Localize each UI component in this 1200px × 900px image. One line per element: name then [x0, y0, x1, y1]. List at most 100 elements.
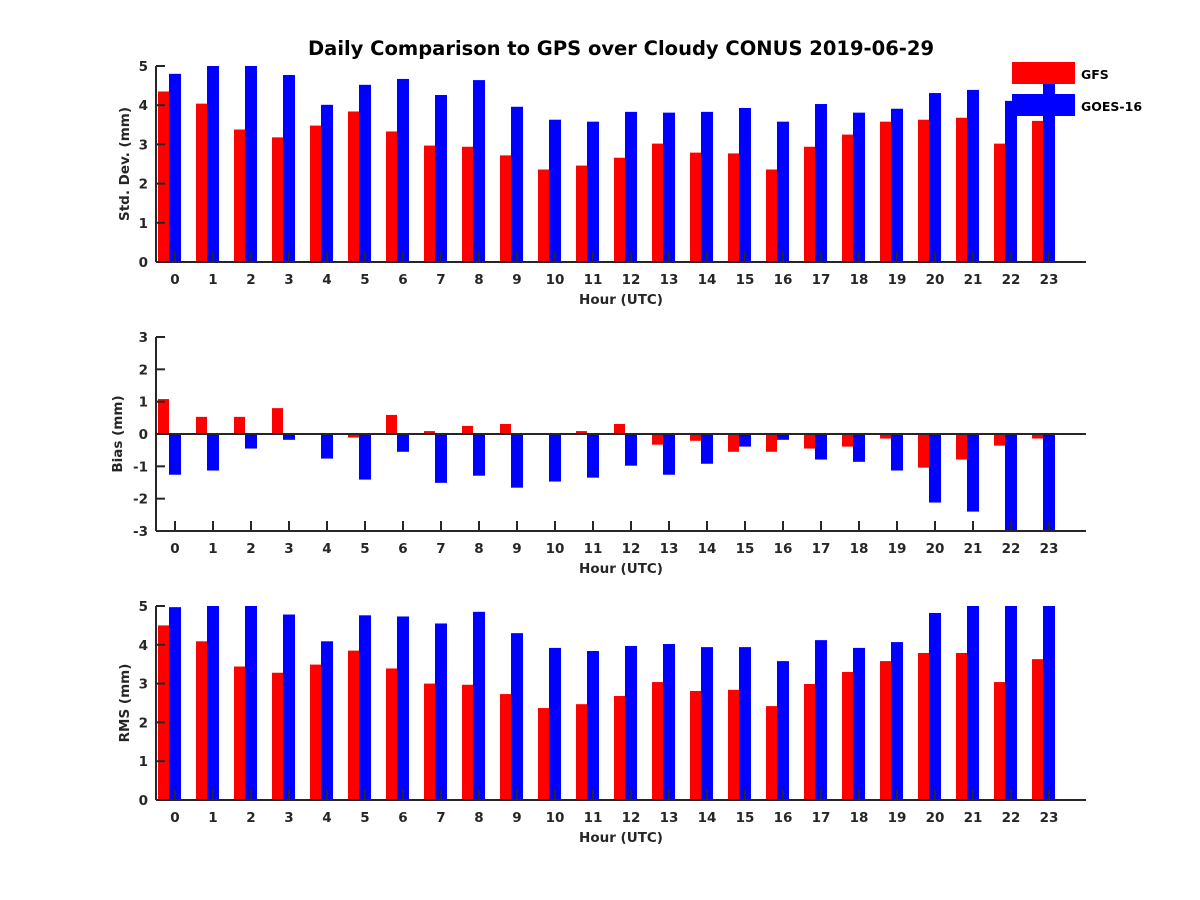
rms-x-axis-label: Hour (UTC)	[579, 830, 663, 846]
bar-goes16-hour-5	[359, 84, 371, 262]
bar-goes16-hour-13	[663, 112, 675, 262]
bar-gfs-hour-2	[234, 666, 245, 800]
bar-goes16-hour-8	[473, 434, 485, 476]
bar-goes16-hour-13	[663, 644, 675, 800]
std-dev-bars	[158, 66, 1055, 263]
x-tick-label: 16	[774, 541, 793, 557]
x-tick-label: 14	[698, 272, 717, 288]
y-tick-label: -1	[133, 459, 148, 475]
bar-gfs-hour-5	[348, 111, 359, 262]
bar-gfs-hour-11	[576, 704, 587, 800]
x-tick-label: 3	[284, 272, 293, 288]
x-tick-label: 5	[360, 272, 369, 288]
bar-gfs-hour-18	[842, 434, 853, 447]
x-tick-label: 10	[546, 810, 565, 826]
x-tick-label: 6	[398, 541, 407, 557]
x-tick-label: 7	[436, 541, 445, 557]
x-tick-label: 23	[1040, 541, 1059, 557]
bar-gfs-hour-18	[842, 134, 853, 262]
x-tick-label: 21	[964, 810, 983, 826]
y-tick-label: 0	[139, 255, 148, 271]
bar-gfs-hour-12	[614, 423, 625, 434]
x-tick-label: 21	[964, 541, 983, 557]
x-tick-label: 18	[850, 272, 869, 288]
x-tick-label: 23	[1040, 272, 1059, 288]
x-tick-label: 14	[698, 810, 717, 826]
bar-goes16-hour-7	[435, 623, 447, 800]
x-tick-label: 7	[436, 272, 445, 288]
bar-gfs-hour-6	[386, 131, 397, 262]
bar-goes16-hour-2	[245, 434, 257, 449]
x-tick-label: 13	[660, 810, 679, 826]
x-tick-label: 3	[284, 541, 293, 557]
x-tick-label: 13	[660, 541, 679, 557]
x-tick-label: 4	[322, 810, 331, 826]
bar-gfs-hour-14	[690, 152, 701, 262]
x-tick-label: 11	[584, 272, 603, 288]
x-tick-label: 12	[622, 810, 641, 826]
x-tick-label: 18	[850, 810, 869, 826]
bar-goes16-hour-22	[1005, 606, 1017, 800]
bar-gfs-hour-7	[424, 683, 435, 800]
y-tick-label: 1	[139, 216, 148, 232]
x-tick-label: 19	[888, 810, 907, 826]
bar-goes16-hour-19	[891, 434, 903, 471]
x-tick-label: 6	[398, 810, 407, 826]
bar-gfs-hour-13	[652, 434, 663, 445]
bar-gfs-hour-3	[272, 672, 283, 800]
x-tick-label: 21	[964, 272, 983, 288]
bar-goes16-hour-3	[283, 75, 295, 263]
bar-gfs-hour-16	[766, 169, 777, 262]
bar-goes16-hour-0	[169, 73, 181, 262]
bar-goes16-hour-11	[587, 121, 599, 262]
legend-swatch-goes16	[1012, 94, 1075, 116]
y-tick-label: -2	[133, 492, 148, 508]
bar-gfs-hour-9	[500, 155, 511, 262]
bar-gfs-hour-22	[994, 143, 1005, 262]
y-tick-label: 0	[139, 793, 148, 809]
bar-goes16-hour-11	[587, 651, 599, 800]
bar-goes16-hour-4	[321, 434, 333, 459]
bar-goes16-hour-17	[815, 434, 827, 460]
x-tick-label: 9	[512, 272, 521, 288]
bar-gfs-hour-15	[728, 153, 739, 262]
bar-gfs-hour-12	[614, 157, 625, 262]
bar-gfs-hour-3	[272, 137, 283, 262]
x-tick-label: 12	[622, 272, 641, 288]
x-tick-label: 14	[698, 541, 717, 557]
bar-gfs-hour-6	[386, 414, 397, 434]
bar-gfs-hour-15	[728, 689, 739, 800]
bar-goes16-hour-1	[207, 606, 219, 800]
bar-gfs-hour-22	[994, 682, 1005, 800]
bar-gfs-hour-2	[234, 129, 245, 262]
bar-goes16-hour-8	[473, 611, 485, 800]
x-tick-label: 22	[1002, 810, 1021, 826]
bar-gfs-hour-21	[956, 117, 967, 262]
rms-bars	[158, 606, 1055, 800]
bar-gfs-hour-16	[766, 434, 777, 452]
x-tick-label: 11	[584, 541, 603, 557]
x-tick-label: 5	[360, 541, 369, 557]
bar-goes16-hour-12	[625, 434, 637, 466]
bar-gfs-hour-13	[652, 682, 663, 800]
bar-goes16-hour-20	[929, 434, 941, 503]
bar-gfs-hour-0	[158, 399, 169, 434]
bar-goes16-hour-19	[891, 642, 903, 800]
y-tick-label: -3	[133, 524, 148, 540]
x-tick-label: 4	[322, 541, 331, 557]
bar-goes16-hour-14	[701, 647, 713, 800]
bar-goes16-hour-21	[967, 434, 979, 512]
bar-goes16-hour-7	[435, 95, 447, 263]
bar-goes16-hour-20	[929, 93, 941, 262]
x-tick-label: 7	[436, 810, 445, 826]
x-tick-label: 2	[246, 272, 255, 288]
bar-gfs-hour-22	[994, 434, 1005, 446]
x-tick-label: 8	[474, 272, 483, 288]
bar-gfs-hour-23	[1032, 120, 1043, 262]
x-tick-label: 0	[170, 541, 179, 557]
x-tick-label: 16	[774, 272, 793, 288]
